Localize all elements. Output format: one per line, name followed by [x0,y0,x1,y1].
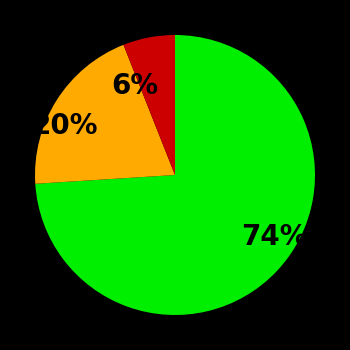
Wedge shape [35,35,315,315]
Text: 6%: 6% [111,72,158,100]
Text: 20%: 20% [32,112,98,140]
Wedge shape [35,45,175,184]
Wedge shape [124,35,175,175]
Text: 74%: 74% [241,223,308,251]
